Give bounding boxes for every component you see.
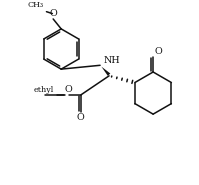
Text: O: O <box>64 85 72 94</box>
Text: NH: NH <box>104 56 121 65</box>
Text: ethyl: ethyl <box>33 86 54 94</box>
Text: O: O <box>76 113 84 122</box>
Text: O: O <box>50 9 57 18</box>
Text: O: O <box>154 47 162 55</box>
Polygon shape <box>101 67 110 76</box>
Text: CH₃: CH₃ <box>27 1 43 9</box>
